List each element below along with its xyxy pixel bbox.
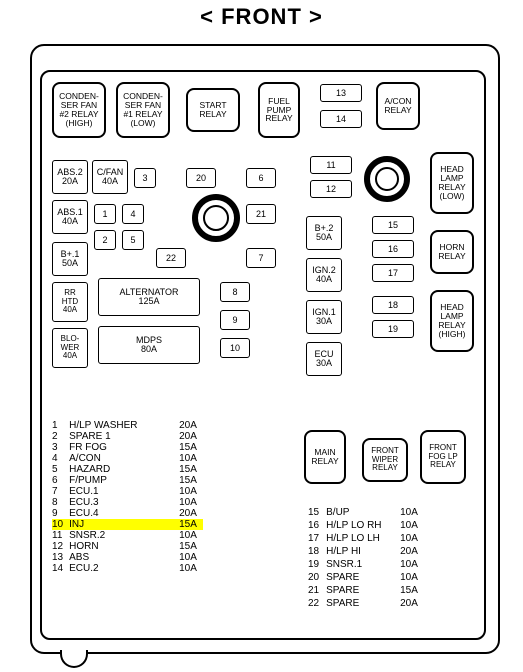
relay-start: STARTRELAY — [186, 88, 240, 132]
relay-condenser-fan-2: CONDEN-SER FAN#2 RELAY(HIGH) — [52, 82, 106, 138]
legend-row: 13ABS10A — [52, 552, 203, 563]
slot-13: 13 — [320, 84, 362, 102]
slot-16: 16 — [372, 240, 414, 258]
block-rr-htd: RRHTD40A — [52, 282, 88, 322]
slot-15: 15 — [372, 216, 414, 234]
legend-row: 2SPARE 120A — [52, 431, 203, 442]
slot-20: 20 — [186, 168, 216, 188]
slot-6: 6 — [246, 168, 276, 188]
block-ecu: ECU30A — [306, 342, 342, 376]
block-bplus1: B+.150A — [52, 242, 88, 276]
slot-14: 14 — [320, 110, 362, 128]
legend-row: 7ECU.110A — [52, 486, 203, 497]
block-alternator: ALTERNATOR125A — [98, 278, 200, 316]
slot-12: 12 — [310, 180, 352, 198]
slot-8: 8 — [220, 282, 250, 302]
block-blower: BLO-WER40A — [52, 328, 88, 368]
legend-row: 21SPARE15A — [308, 585, 423, 596]
relay-condenser-fan-1: CONDEN-SER FAN#1 RELAY(LOW) — [116, 82, 170, 138]
relay-horn: HORNRELAY — [430, 230, 474, 274]
legend-row: 18H/LP HI20A — [308, 546, 423, 557]
slot-9: 9 — [220, 310, 250, 330]
slot-7: 7 — [246, 248, 276, 268]
legend-row: 14ECU.210A — [52, 563, 203, 574]
legend-row: 10INJ15A — [52, 519, 203, 530]
relay-main: MAINRELAY — [304, 430, 346, 484]
relay-head-lamp-low: HEADLAMPRELAY(LOW) — [430, 152, 474, 214]
legend-row: 15B/UP10A — [308, 507, 423, 518]
legend-row: 11SNSR.210A — [52, 530, 203, 541]
legend-row: 6F/PUMP15A — [52, 475, 203, 486]
slot-1: 1 — [94, 204, 116, 224]
legend-row: 22SPARE20A — [308, 598, 423, 609]
relay-acon: A/CONRELAY — [376, 82, 420, 130]
block-abs1: ABS.140A — [52, 200, 88, 234]
legend-row: 1H/LP WASHER20A — [52, 420, 203, 431]
mount-hole-center — [192, 194, 240, 242]
relay-front-fog: FRONTFOG LPRELAY — [420, 430, 466, 484]
fuse-diagram: < FRONT > CONDEN-SER FAN#2 RELAY(HIGH) C… — [0, 0, 523, 672]
slot-5: 5 — [122, 230, 144, 250]
block-abs2: ABS.220A — [52, 160, 88, 194]
slot-17: 17 — [372, 264, 414, 282]
slot-3: 3 — [134, 168, 156, 188]
slot-19: 19 — [372, 320, 414, 338]
relay-head-lamp-high: HEADLAMPRELAY(HIGH) — [430, 290, 474, 352]
block-ign2: IGN.240A — [306, 258, 342, 292]
legend-row: 5HAZARD15A — [52, 464, 203, 475]
legend-left: 1H/LP WASHER20A2SPARE 120A3FR FOG15A4A/C… — [52, 420, 302, 574]
legend-row: 8ECU.310A — [52, 497, 203, 508]
slot-11: 11 — [310, 156, 352, 174]
block-bplus2: B+.250A — [306, 216, 342, 250]
legend-row: 20SPARE10A — [308, 572, 423, 583]
legend-row: 16H/LP LO RH10A — [308, 520, 423, 531]
legend-row: 9ECU.420A — [52, 508, 203, 519]
block-ign1: IGN.130A — [306, 300, 342, 334]
front-label: < FRONT > — [0, 4, 523, 30]
notch — [60, 650, 88, 668]
mount-hole-right — [364, 156, 410, 202]
slot-22: 22 — [156, 248, 186, 268]
legend-row: 3FR FOG15A — [52, 442, 203, 453]
legend-right: 15B/UP10A 16H/LP LO RH10A 17H/LP LO LH10A 1… — [306, 505, 425, 611]
slot-4: 4 — [122, 204, 144, 224]
legend-row: 17H/LP LO LH10A — [308, 533, 423, 544]
legend-row: 19SNSR.110A — [308, 559, 423, 570]
relay-fuel-pump: FUELPUMPRELAY — [258, 82, 300, 138]
legend-row: 4A/CON10A — [52, 453, 203, 464]
legend-row: 12HORN15A — [52, 541, 203, 552]
slot-18: 18 — [372, 296, 414, 314]
relay-front-wiper: FRONTWIPERRELAY — [362, 438, 408, 482]
slot-2: 2 — [94, 230, 116, 250]
slot-10: 10 — [220, 338, 250, 358]
block-mdps: MDPS80A — [98, 326, 200, 364]
slot-21: 21 — [246, 204, 276, 224]
block-cfan: C/FAN40A — [92, 160, 128, 194]
